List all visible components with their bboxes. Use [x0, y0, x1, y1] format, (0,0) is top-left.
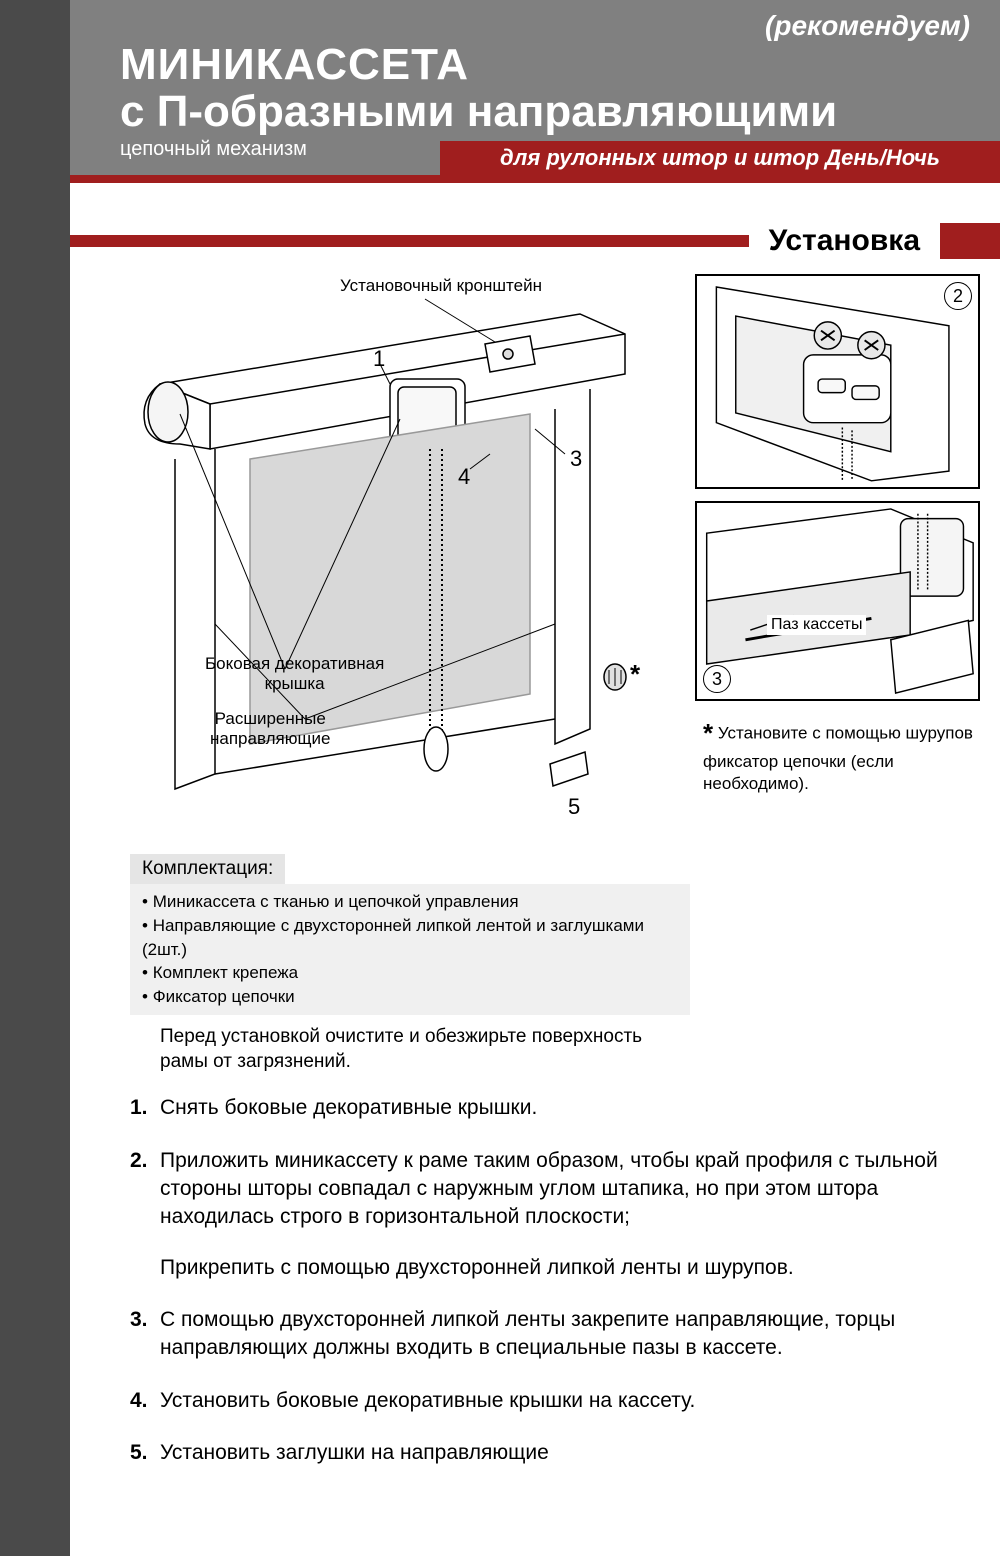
section-bar-right: [940, 223, 1000, 259]
diagram-num-3: 3: [570, 446, 582, 472]
komplekt-item: • Фиксатор цепочки: [142, 985, 678, 1009]
footnote: * Установите с помощью шурупов фиксатор …: [695, 713, 980, 795]
pre-install-note: Перед установкой очистите и обезжирьте п…: [70, 1015, 1000, 1084]
step-num: 3.: [130, 1306, 160, 1363]
callout-side-cover: Боковая декоративная крышка: [205, 654, 384, 693]
step-5: 5. Установить заглушки на направляющие: [130, 1439, 970, 1467]
komplekt-item: • Комплект крепежа: [142, 961, 678, 985]
diagram-num-5: 5: [568, 794, 580, 820]
subtitle: цепочный механизм: [120, 138, 307, 161]
step-text: Приложить миникассету к раме таким образ…: [160, 1147, 970, 1282]
diagram-num-1: 1: [373, 346, 385, 372]
komplekt-title: Комплектация:: [130, 854, 285, 884]
detail-box-3: 3 Паз кассеты: [695, 501, 980, 701]
step-num: 4.: [130, 1387, 160, 1415]
step-num: 1.: [130, 1094, 160, 1122]
red-banner: для рулонных штор и штор День/Ночь: [440, 141, 1000, 175]
section-title: Установка: [749, 224, 940, 258]
step-2: 2. Приложить миникассету к раме таким об…: [130, 1147, 970, 1282]
detail-circle-2: 2: [944, 282, 972, 310]
callout-guides: Расширенные направляющие: [210, 709, 330, 748]
left-sidebar-strip: [0, 0, 70, 1556]
header-underline: [70, 175, 1000, 183]
callout-bracket: Установочный кронштейн: [340, 276, 542, 296]
diagram-star: *: [630, 659, 640, 690]
step-text: Установить заглушки на направляющие: [160, 1439, 970, 1467]
recommend-label: (рекомендуем): [765, 10, 970, 42]
title-line-2: с П-образными направляющими: [120, 90, 970, 134]
detail-box-2: 2: [695, 274, 980, 489]
step-sub: Прикрепить с помощью двухсторонней липко…: [160, 1254, 970, 1282]
section-bar-left: [70, 235, 749, 247]
step-num: 5.: [130, 1439, 160, 1467]
fixator-icon: [600, 662, 630, 692]
komplekt-item: • Миникассета с тканью и цепочкой управл…: [142, 890, 678, 914]
step-4: 4. Установить боковые декоративные крышк…: [130, 1387, 970, 1415]
footnote-text: Установите с помощью шурупов фиксатор це…: [703, 723, 973, 793]
diagram-num-4: 4: [458, 464, 470, 490]
step-1: 1. Снять боковые декоративные крышки.: [130, 1094, 970, 1122]
steps: 1. Снять боковые декоративные крышки. 2.…: [70, 1084, 1000, 1467]
callout-slot: Паз кассеты: [767, 615, 866, 635]
step-text: Установить боковые декоративные крышки н…: [160, 1387, 970, 1415]
title-line-1: МИНИКАССЕТА: [120, 40, 970, 90]
detail-2-svg: [697, 276, 978, 487]
section-bar: Установка: [70, 223, 1000, 259]
step-num: 2.: [130, 1147, 160, 1282]
komplekt-list: • Миникассета с тканью и цепочкой управл…: [130, 884, 690, 1015]
header: (рекомендуем) МИНИКАССЕТА с П-образными …: [70, 0, 1000, 175]
footnote-star: *: [703, 718, 713, 748]
step-text: С помощью двухсторонней липкой ленты зак…: [160, 1306, 970, 1363]
main-diagram: Установочный кронштейн 1 3 4 5 Боковая д…: [90, 274, 680, 834]
komplekt-item: • Направляющие с двухсторонней липкой ле…: [142, 914, 678, 962]
step-text: Снять боковые декоративные крышки.: [160, 1094, 970, 1122]
detail-3-svg: [697, 503, 978, 699]
step-3: 3. С помощью двухсторонней липкой ленты …: [130, 1306, 970, 1363]
detail-circle-3: 3: [703, 665, 731, 693]
